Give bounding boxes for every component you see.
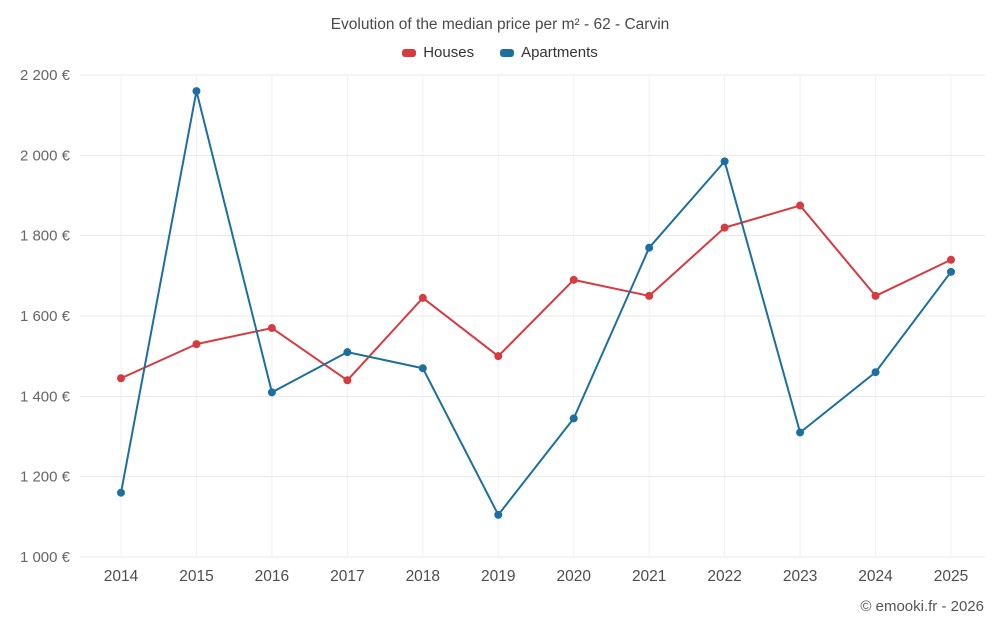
apartments-data-point[interactable] bbox=[569, 414, 578, 423]
x-axis-tick-label: 2023 bbox=[783, 568, 817, 585]
apartments-data-point[interactable] bbox=[645, 243, 654, 252]
apartments-data-point[interactable] bbox=[720, 157, 729, 166]
x-axis-tick-label: 2022 bbox=[707, 568, 741, 585]
houses-data-point[interactable] bbox=[947, 255, 955, 264]
x-axis-tick-label: 2020 bbox=[556, 568, 591, 585]
apartments-data-point[interactable] bbox=[796, 428, 805, 437]
apartments-data-point[interactable] bbox=[117, 488, 125, 497]
houses-series-line bbox=[120, 204, 952, 382]
x-axis-tick-label: 2016 bbox=[255, 568, 289, 585]
x-axis-tick-label: 2017 bbox=[330, 568, 364, 585]
houses-legend-label: Houses bbox=[423, 44, 475, 61]
apartments-data-point[interactable] bbox=[343, 348, 352, 357]
houses-data-point[interactable] bbox=[192, 340, 201, 349]
y-axis-tick-label: 1 200 € bbox=[20, 469, 71, 486]
apartments-series-swatch bbox=[500, 48, 515, 57]
y-axis-tick-label: 1 800 € bbox=[20, 228, 71, 245]
y-axis-tick-label: 1 000 € bbox=[20, 549, 71, 566]
apartments-data-point[interactable] bbox=[494, 510, 503, 519]
apartments-series-line bbox=[120, 90, 952, 516]
houses-data-point[interactable] bbox=[418, 293, 427, 302]
apartments-data-point[interactable] bbox=[192, 87, 201, 96]
apartments-data-point[interactable] bbox=[418, 364, 427, 373]
x-axis-tick-label: 2018 bbox=[406, 568, 440, 585]
chart-title: Evolution of the median price per m² - 6… bbox=[330, 16, 670, 33]
apartments-data-point[interactable] bbox=[947, 267, 955, 276]
legend-item-houses[interactable]: Houses bbox=[402, 44, 474, 61]
houses-data-point[interactable] bbox=[494, 352, 503, 361]
apartments-data-point[interactable] bbox=[871, 368, 880, 377]
houses-data-point[interactable] bbox=[343, 376, 352, 385]
apartments-data-point[interactable] bbox=[267, 388, 276, 397]
x-axis-tick-label: 2025 bbox=[934, 568, 968, 585]
houses-data-point[interactable] bbox=[720, 223, 729, 232]
houses-data-point[interactable] bbox=[871, 291, 880, 300]
houses-data-point[interactable] bbox=[569, 275, 578, 284]
x-axis-tick-label: 2015 bbox=[179, 568, 213, 585]
legend-item-apartments[interactable]: Apartments bbox=[500, 44, 598, 61]
houses-data-point[interactable] bbox=[796, 201, 805, 210]
x-axis-tick-label: 2019 bbox=[481, 568, 515, 585]
houses-series-swatch bbox=[402, 48, 417, 57]
x-axis-tick-label: 2014 bbox=[104, 568, 139, 585]
y-axis-tick-label: 2 200 € bbox=[20, 67, 71, 84]
copyright-footer: © emooki.fr - 2026 bbox=[860, 598, 984, 615]
x-axis-tick-label: 2024 bbox=[858, 568, 893, 585]
y-axis-tick-label: 1 400 € bbox=[20, 388, 71, 405]
houses-data-point[interactable] bbox=[267, 324, 276, 333]
x-axis-tick-label: 2021 bbox=[632, 568, 666, 585]
y-axis-tick-label: 1 600 € bbox=[20, 308, 71, 325]
apartments-legend-label: Apartments bbox=[521, 44, 598, 61]
chart-legend: Houses Apartments bbox=[0, 44, 1000, 61]
houses-data-point[interactable] bbox=[645, 291, 654, 300]
houses-data-point[interactable] bbox=[117, 374, 125, 383]
y-axis-tick-label: 2 000 € bbox=[20, 147, 71, 164]
